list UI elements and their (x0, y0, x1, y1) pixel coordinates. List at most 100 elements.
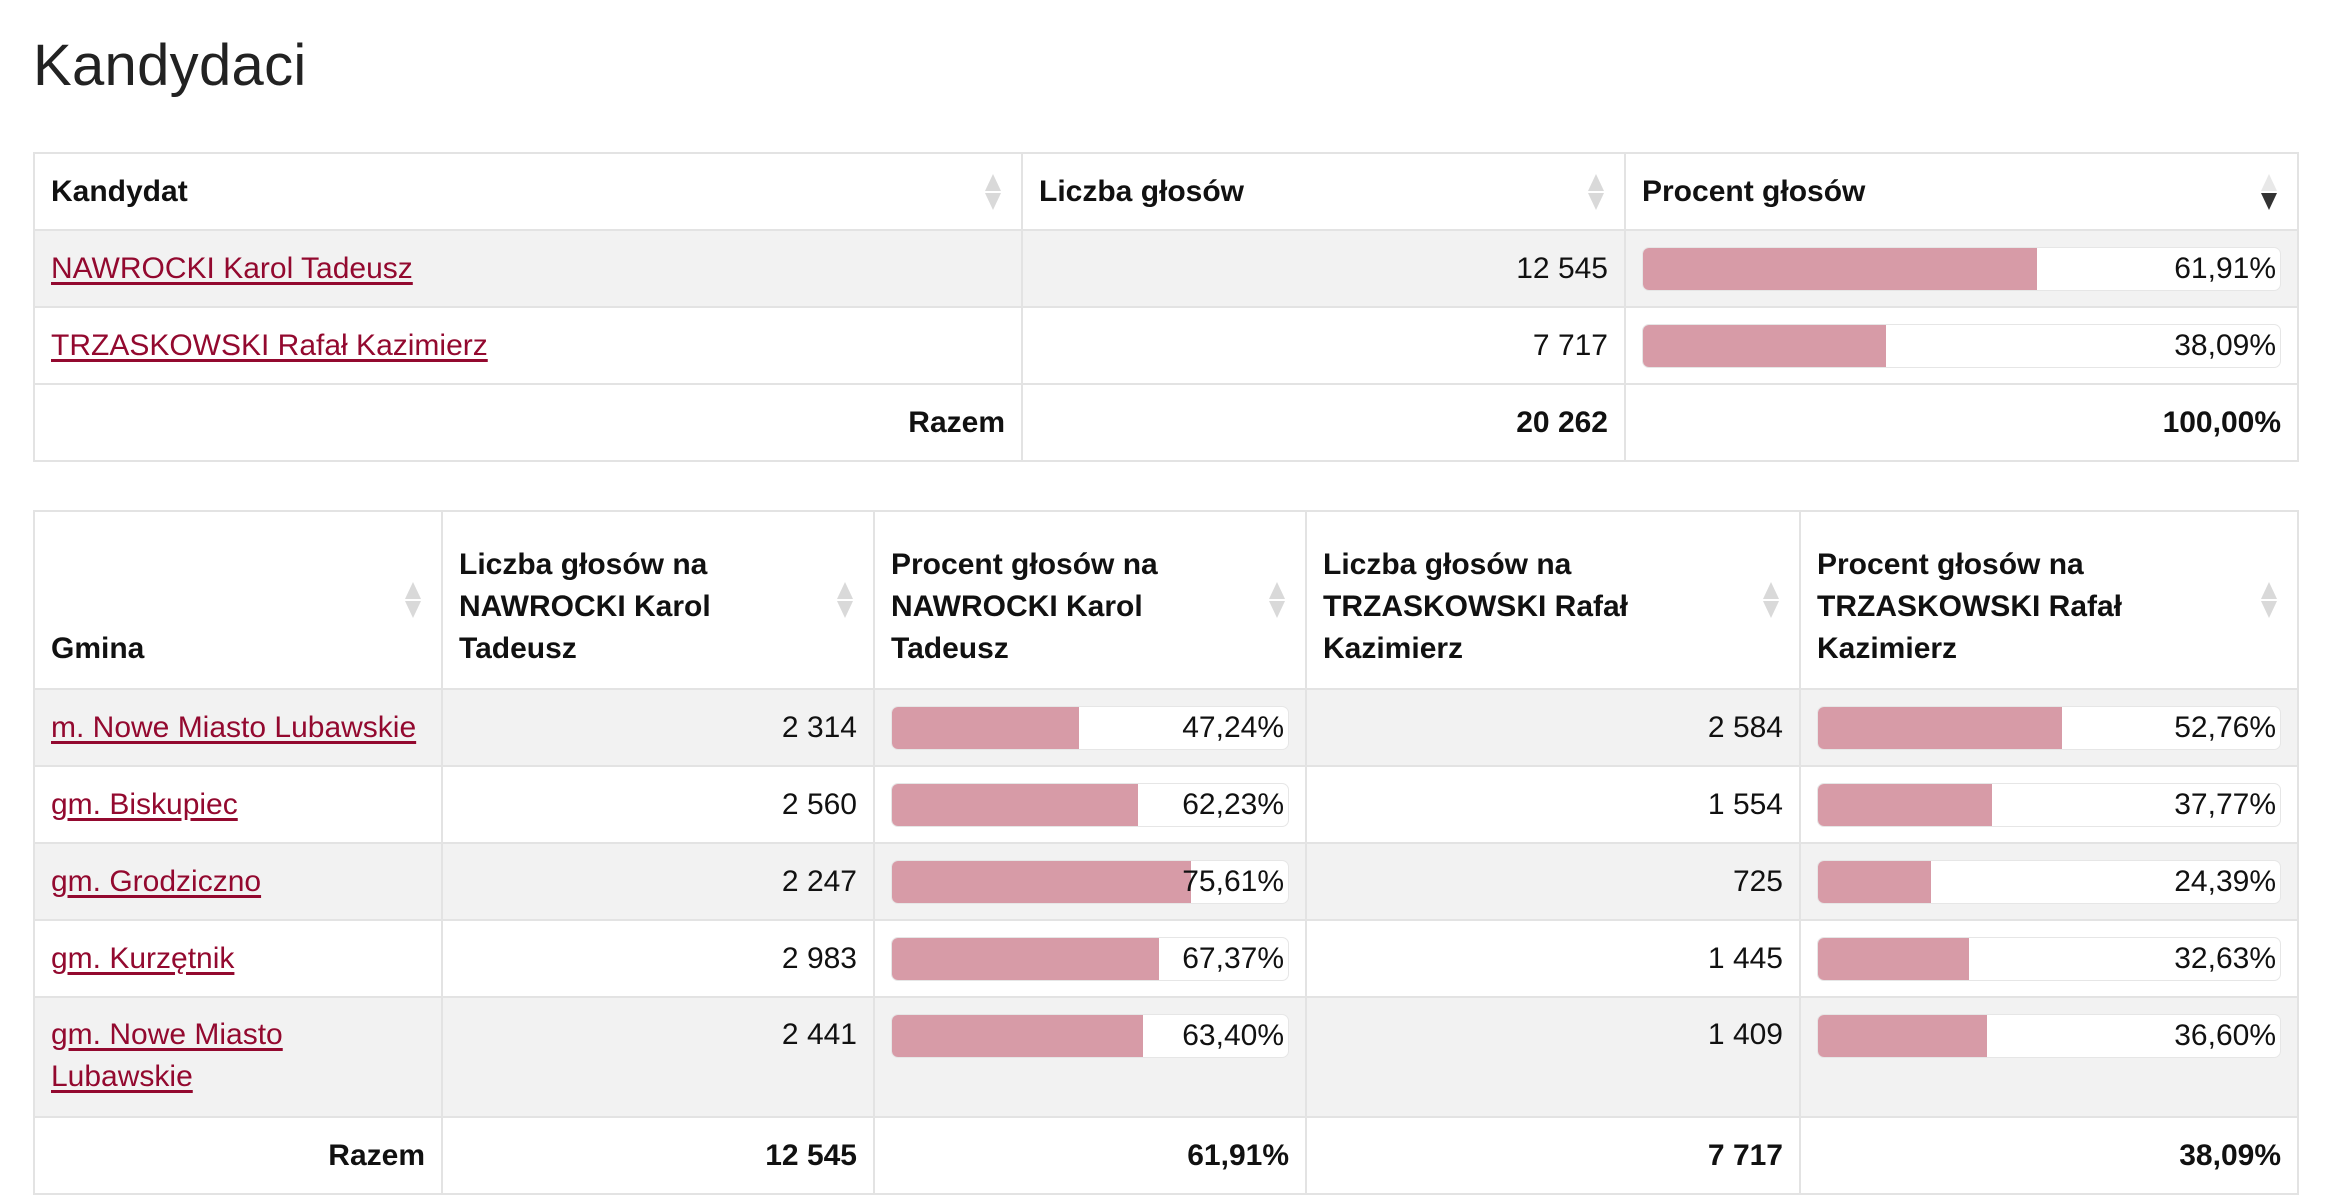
percent-cell: 24,39% (1799, 842, 2299, 921)
column-header-votes[interactable]: Liczba głosów (1021, 152, 1626, 231)
percent-bar: 24,39% (1817, 859, 2281, 904)
percent-bar: 62,23% (891, 782, 1289, 827)
percent-cell: 67,37% (873, 919, 1307, 998)
percent-cell: 75,61% (873, 842, 1307, 921)
percent-cell: 62,23% (873, 765, 1307, 844)
column-header-label: Procent głosów (1642, 174, 1866, 208)
total-percent-nawrocki: 61,91% (873, 1116, 1307, 1195)
table-row: TRZASKOWSKI Rafał Kazimierz 7 717 38,09% (33, 306, 2299, 385)
column-header-gmina[interactable]: Gmina (33, 510, 443, 690)
percent-bar: 37,77% (1817, 782, 2281, 827)
gmina-link[interactable]: gm. Grodziczno (51, 864, 262, 898)
percent-bar-fill (1818, 937, 1969, 980)
percent-bar-label: 75,61% (1182, 864, 1284, 898)
votes-cell: 7 717 (1021, 306, 1626, 385)
total-row: Razem 12 545 61,91% 7 717 38,09% (33, 1116, 2299, 1195)
candidates-table: Kandydat Liczba głosów Procent głosów NA… (33, 152, 2299, 462)
percent-cell: 61,91% (1624, 229, 2299, 308)
total-percent: 100,00% (1624, 383, 2299, 462)
gmina-link[interactable]: gm. Nowe Miasto Lubawskie (51, 1018, 283, 1093)
table-row: m. Nowe Miasto Lubawskie 2 314 47,24% 2 584… (33, 688, 2299, 767)
table-row: gm. Nowe Miasto Lubawskie 2 441 63,40% 1 40… (33, 996, 2299, 1118)
gmina-link[interactable]: m. Nowe Miasto Lubawskie (51, 710, 417, 744)
column-header-candidate[interactable]: Kandydat (33, 152, 1023, 231)
percent-bar: 47,24% (891, 705, 1289, 750)
gminy-table: Gmina Liczba głosów na NAWROCKI Karol Ta… (33, 510, 2299, 1195)
votes-cell: 2 314 (441, 688, 875, 767)
votes-cell: 12 545 (1021, 229, 1626, 308)
column-header-label: Liczba głosów na TRZASKOWSKI Rafał Kazim… (1323, 548, 1629, 665)
total-votes-trzaskowski: 7 717 (1305, 1116, 1801, 1195)
total-votes: 20 262 (1021, 383, 1626, 462)
candidate-link[interactable]: NAWROCKI Karol Tadeusz (51, 251, 413, 285)
gmina-link[interactable]: gm. Biskupiec (51, 787, 238, 821)
column-header-percent-trzaskowski[interactable]: Procent głosów na TRZASKOWSKI Rafał Kazi… (1799, 510, 2299, 690)
percent-bar: 61,91% (1642, 246, 2281, 291)
votes-cell: 725 (1305, 842, 1801, 921)
percent-bar-fill (892, 706, 1080, 749)
sort-icon[interactable] (1588, 173, 1604, 210)
table-row: gm. Grodziczno 2 247 75,61% 725 24,39% (33, 842, 2299, 921)
column-header-label: Liczba głosów na NAWROCKI Karol Tadeusz (459, 548, 711, 665)
percent-bar-fill (892, 860, 1192, 903)
percent-cell: 47,24% (873, 688, 1307, 767)
table-row: gm. Biskupiec 2 560 62,23% 1 554 37,77% (33, 765, 2299, 844)
total-label: Razem (33, 383, 1023, 462)
percent-bar-label: 38,09% (2174, 328, 2276, 362)
percent-cell: 36,60% (1799, 996, 2299, 1118)
column-header-label: Gmina (51, 632, 145, 665)
column-header-label: Procent głosów na TRZASKOWSKI Rafał Kazi… (1817, 548, 2123, 665)
sort-icon[interactable] (985, 173, 1001, 210)
votes-cell: 2 584 (1305, 688, 1801, 767)
percent-bar-label: 36,60% (2174, 1019, 2276, 1052)
column-header-votes-trzaskowski[interactable]: Liczba głosów na TRZASKOWSKI Rafał Kazim… (1305, 510, 1801, 690)
votes-cell: 2 441 (441, 996, 875, 1118)
page-title: Kandydaci (33, 33, 307, 98)
sort-desc-icon[interactable] (2261, 173, 2277, 210)
column-header-votes-nawrocki[interactable]: Liczba głosów na NAWROCKI Karol Tadeusz (441, 510, 875, 690)
percent-bar-fill (892, 1015, 1144, 1057)
votes-cell: 1 409 (1305, 996, 1801, 1118)
votes-cell: 1 554 (1305, 765, 1801, 844)
percent-bar-label: 62,23% (1182, 787, 1284, 821)
column-header-percent-nawrocki[interactable]: Procent głosów na NAWROCKI Karol Tadeusz (873, 510, 1307, 690)
percent-bar-fill (1818, 1015, 1988, 1057)
percent-cell: 38,09% (1624, 306, 2299, 385)
percent-cell: 52,76% (1799, 688, 2299, 767)
percent-bar-label: 37,77% (2174, 787, 2276, 821)
sort-icon[interactable] (1763, 582, 1779, 618)
votes-cell: 2 560 (441, 765, 875, 844)
sort-icon[interactable] (837, 582, 853, 618)
percent-bar-label: 61,91% (2174, 251, 2276, 285)
percent-bar-label: 63,40% (1182, 1019, 1284, 1052)
column-header-label: Kandydat (51, 174, 188, 208)
percent-bar: 32,63% (1817, 936, 2281, 981)
total-percent-trzaskowski: 38,09% (1799, 1116, 2299, 1195)
gmina-link[interactable]: gm. Kurzętnik (51, 941, 235, 975)
percent-bar-label: 52,76% (2174, 710, 2276, 744)
table-row: NAWROCKI Karol Tadeusz 12 545 61,91% (33, 229, 2299, 308)
column-header-label: Liczba głosów (1039, 174, 1245, 208)
sort-icon[interactable] (2261, 582, 2277, 618)
percent-bar-fill (892, 783, 1139, 826)
column-header-percent[interactable]: Procent głosów (1624, 152, 2299, 231)
percent-bar-fill (1643, 324, 1886, 367)
percent-bar: 75,61% (891, 859, 1289, 904)
percent-bar: 52,76% (1817, 705, 2281, 750)
table-row: gm. Kurzętnik 2 983 67,37% 1 445 32,63% (33, 919, 2299, 998)
percent-bar-fill (1643, 247, 2038, 290)
percent-bar: 67,37% (891, 936, 1289, 981)
sort-icon[interactable] (1269, 582, 1285, 618)
percent-bar-fill (1818, 706, 2062, 749)
percent-bar: 38,09% (1642, 323, 2281, 368)
percent-bar-label: 32,63% (2174, 941, 2276, 975)
sort-icon[interactable] (405, 582, 421, 618)
votes-cell: 1 445 (1305, 919, 1801, 998)
votes-cell: 2 983 (441, 919, 875, 998)
percent-cell: 63,40% (873, 996, 1307, 1118)
column-header-label: Procent głosów na NAWROCKI Karol Tadeusz (891, 548, 1158, 665)
percent-bar-label: 47,24% (1182, 710, 1284, 744)
percent-cell: 32,63% (1799, 919, 2299, 998)
candidate-link[interactable]: TRZASKOWSKI Rafał Kazimierz (51, 328, 488, 362)
